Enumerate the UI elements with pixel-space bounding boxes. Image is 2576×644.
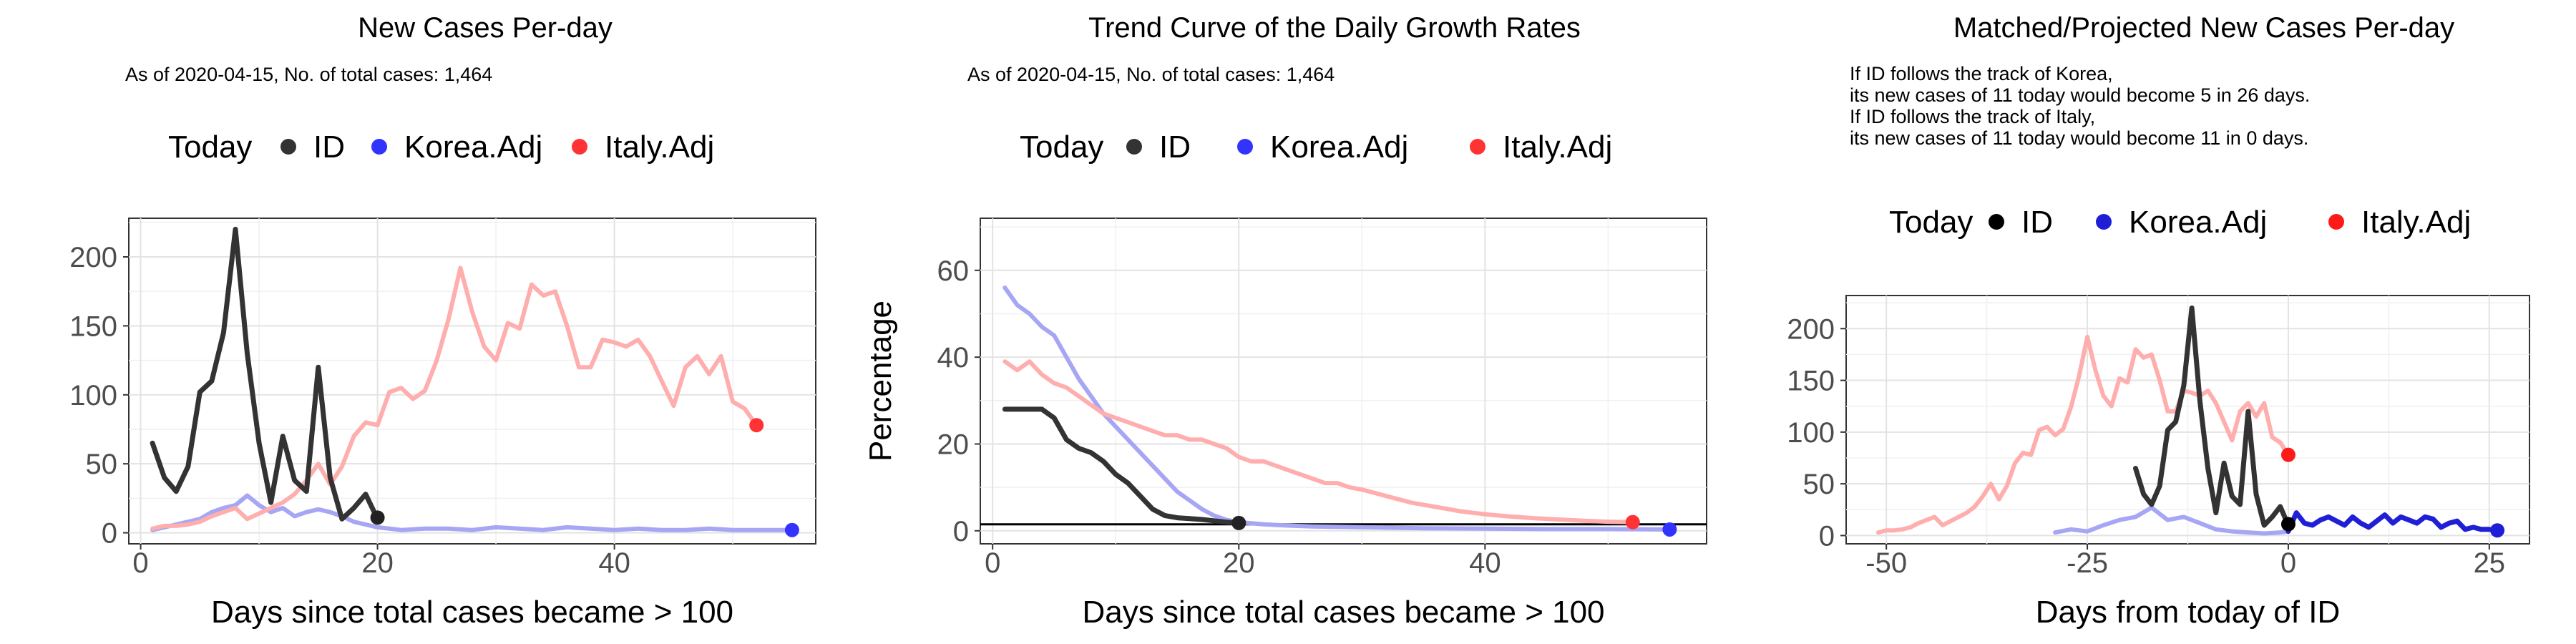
annotation-line: its new cases of 11 today would become 5…: [1850, 84, 2310, 106]
annotation-line: If ID follows the track of Korea,: [1850, 63, 2113, 84]
legend: Today ID Korea.Adj Italy.Adj: [1889, 205, 2471, 240]
series-group: [1002, 286, 1672, 532]
legend-label: ID: [2021, 205, 2053, 240]
legend: Today ID Korea.Adj Italy.Adj: [1020, 130, 1612, 165]
legend-key-id: [1126, 139, 1142, 155]
x-tick-label: -50: [1865, 547, 1907, 579]
x-tick-label: 40: [1469, 547, 1501, 579]
today-point-korea-adj: [2490, 523, 2505, 538]
legend-key-korea-adj: [1237, 139, 1253, 155]
y-tick-label: 40: [937, 342, 970, 374]
x-tick-label: 0: [132, 547, 148, 579]
series-line-id: [2133, 305, 2291, 528]
legend-key-id: [1989, 214, 2004, 230]
y-tick-label: 150: [1787, 366, 1835, 397]
annotation-line: its new cases of 11 today would become 1…: [1850, 127, 2308, 149]
chart-title: New Cases Per-day: [358, 12, 613, 44]
legend-label: Italy.Adj: [1503, 130, 1612, 165]
y-tick-label: 60: [937, 255, 970, 287]
chart-subtitle: As of 2020-04-15, No. of total cases: 1,…: [125, 64, 492, 85]
chart-title: Trend Curve of the Daily Growth Rates: [1088, 12, 1581, 44]
today-point-id: [370, 510, 385, 525]
y-tick-label: 100: [69, 380, 117, 411]
today-point-id: [1231, 515, 1246, 530]
y-tick-label: 200: [1787, 313, 1835, 345]
legend-label: Italy.Adj: [605, 130, 714, 165]
y-tick-label: 150: [69, 311, 117, 342]
series-line-korea-adj: [2053, 505, 2290, 536]
series-line-korea-adj: [150, 493, 794, 532]
y-tick-label: 0: [953, 516, 969, 547]
x-axis-title: Days since total cases became > 100: [211, 595, 733, 630]
series-line-id: [1002, 406, 1241, 526]
legend-title: Today: [1020, 130, 1103, 165]
legend-label: Korea.Adj: [2129, 205, 2267, 240]
y-tick-label: 20: [937, 429, 970, 460]
gridlines: [980, 218, 1707, 544]
plot-panel: [128, 218, 816, 545]
y-tick-label: 100: [1787, 417, 1835, 449]
series-line-id: [150, 226, 381, 522]
annotation-line: If ID follows the track of Italy,: [1850, 106, 2095, 127]
today-point-italy-adj: [1625, 514, 1640, 530]
legend-label: Italy.Adj: [2361, 205, 2471, 240]
y-tick-label: 50: [1803, 469, 1835, 500]
y-tick-label: 0: [102, 518, 117, 550]
y-tick-label: 200: [69, 242, 117, 273]
legend-key-italy-adj: [2328, 214, 2344, 230]
plot-panel: [980, 218, 1707, 545]
series-group: [1875, 305, 2500, 536]
x-tick-label: 25: [2474, 547, 2506, 579]
today-point-italy-adj: [2280, 447, 2296, 462]
legend-key-korea-adj: [2096, 214, 2112, 230]
legend-key-korea-adj: [371, 139, 387, 155]
series-line-italy-adj: [1875, 334, 2290, 535]
legend-title: Today: [1889, 205, 1973, 240]
y-tick-label: 50: [86, 449, 118, 480]
series-line-italy-adj: [1002, 359, 1635, 525]
chart-panel-2: Trend Curve of the Daily Growth Rates As …: [863, 12, 1707, 630]
x-axis-title: Days since total cases became > 100: [1082, 595, 1604, 630]
legend-title: Today: [168, 130, 252, 165]
chart-panel-1: New Cases Per-day As of 2020-04-15, No. o…: [69, 12, 816, 630]
series-group: [150, 226, 794, 532]
today-point-id: [2280, 517, 2296, 532]
legend-key-italy-adj: [1470, 139, 1485, 155]
series-line-italy-adj: [150, 265, 759, 531]
legend: Today ID Korea.Adj Italy.Adj: [168, 130, 714, 165]
x-tick-label: 40: [598, 547, 630, 579]
x-tick-label: 0: [985, 547, 1000, 579]
legend-key-id: [280, 139, 296, 155]
y-axis-title: Percentage: [863, 301, 898, 462]
y-tick-label: 0: [1819, 520, 1835, 552]
today-point-korea-adj: [784, 522, 799, 537]
today-point-italy-adj: [749, 418, 764, 433]
x-tick-label: 20: [1223, 547, 1255, 579]
chart-subtitle: As of 2020-04-15, No. of total cases: 1,…: [967, 64, 1335, 85]
x-tick-label: -25: [2067, 547, 2108, 579]
series-line-korea-adj-projected-: [2285, 510, 2500, 535]
chart-panel-3: Matched/Projected New Cases Per-day If ID…: [1787, 12, 2530, 630]
legend-label: ID: [1159, 130, 1191, 165]
legend-label: Korea.Adj: [1270, 130, 1408, 165]
legend-key-italy-adj: [572, 139, 587, 155]
x-axis-title: Days from today of ID: [2036, 595, 2340, 630]
legend-label: Korea.Adj: [404, 130, 542, 165]
today-point-korea-adj: [1662, 522, 1677, 537]
series-line-korea-adj: [1002, 286, 1672, 532]
legend-label: ID: [313, 130, 345, 165]
x-tick-label: 0: [2280, 547, 2296, 579]
x-tick-label: 20: [361, 547, 394, 579]
chart-title: Matched/Projected New Cases Per-day: [1953, 12, 2454, 44]
